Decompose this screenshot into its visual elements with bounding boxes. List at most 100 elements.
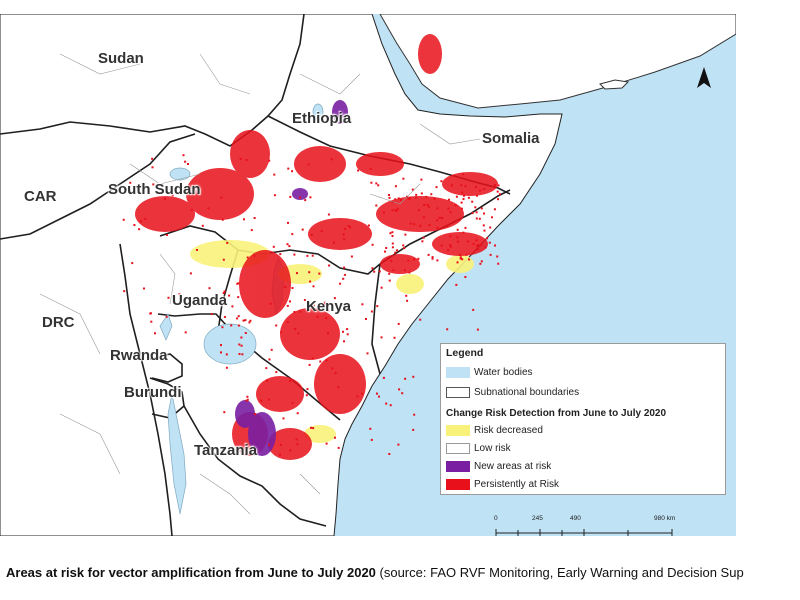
risk-speckle-dot <box>296 443 299 446</box>
risk-speckle-dot <box>237 324 240 327</box>
risk-speckle-dot <box>291 402 294 404</box>
risk-speckle-dot <box>422 236 425 239</box>
risk-speckle-dot <box>240 336 243 339</box>
risk-speckle-dot <box>378 270 381 273</box>
risk-speckle-dot <box>365 318 367 320</box>
risk-speckle-dot <box>327 213 330 216</box>
label-sudan: Sudan <box>98 50 144 67</box>
label-tanzania: Tanzania <box>194 442 258 459</box>
risk-speckle-dot <box>391 235 394 237</box>
risk-speckle-dot <box>349 226 352 229</box>
risk-speckle-dot <box>305 394 308 397</box>
legend-item-subnational: Subnational boundaries <box>446 386 579 399</box>
risk-speckle-dot <box>242 319 245 322</box>
legend-label-risk-decreased: Risk decreased <box>474 425 543 436</box>
risk-speckle-dot <box>220 196 223 199</box>
risk-speckle-dot <box>420 192 423 195</box>
risk-speckle-dot <box>273 194 276 197</box>
risk-speckle-dot <box>301 228 304 231</box>
risk-speckle-dot <box>397 197 400 200</box>
risk-speckle-dot <box>380 336 383 339</box>
risk-speckle-dot <box>464 226 467 229</box>
risk-speckle-dot <box>388 279 391 282</box>
risk-speckle-dot <box>241 353 244 356</box>
risk-speckle-dot <box>207 207 210 210</box>
risk-speckle-dot <box>413 413 416 416</box>
risk-speckle-dot <box>291 233 294 236</box>
risk-speckle-dot <box>402 244 405 247</box>
risk-speckle-dot <box>149 312 152 315</box>
risk-speckle-dot <box>228 294 231 297</box>
legend-swatch-persistent <box>446 479 470 490</box>
legend-item-risk-decreased: Risk decreased <box>446 424 543 437</box>
scale-label-490: 490 <box>570 515 581 522</box>
risk-speckle <box>122 154 501 456</box>
risk-speckle-dot <box>413 223 416 226</box>
risk-speckle-dot <box>391 242 394 245</box>
risk-speckle-dot <box>391 246 394 249</box>
scale-label-980: 980 km <box>654 515 676 522</box>
risk-speckle-dot <box>282 417 285 420</box>
risk-speckle-dot <box>310 233 313 236</box>
risk-speckle-dot <box>427 205 430 208</box>
risk-speckle-dot <box>337 446 340 449</box>
risk-speckle-dot <box>436 226 439 229</box>
risk-speckle-dot <box>409 222 412 225</box>
risk-speckle-dot <box>471 212 474 215</box>
risk-speckle-dot <box>488 241 491 244</box>
risk-speckle-dot <box>486 237 488 240</box>
north-arrow-icon <box>697 67 711 88</box>
risk-speckle-dot <box>413 258 416 261</box>
label-kenya: Kenya <box>306 298 352 315</box>
label-uganda: Uganda <box>172 292 228 309</box>
legend-label-low-risk: Low risk <box>474 443 511 454</box>
risk-speckle-dot <box>455 195 458 198</box>
risk-speckle-dot <box>449 245 452 248</box>
risk-speckle-dot <box>223 411 226 414</box>
risk-speckle-dot <box>489 253 492 256</box>
risk-speckle-dot <box>408 271 411 274</box>
risk-speckle-dot <box>223 290 226 293</box>
risk-speckle-dot <box>279 253 282 256</box>
risk-speckle-dot <box>178 293 181 296</box>
risk-speckle-dot <box>423 204 426 206</box>
risk-speckle-dot <box>320 229 323 232</box>
risk-speckle-dot <box>438 216 441 219</box>
risk-speckle-dot <box>328 264 331 267</box>
legend-item-low-risk: Low risk <box>446 442 511 455</box>
label-drc: DRC <box>42 314 75 331</box>
risk-speckle-dot <box>484 246 487 249</box>
risk-speckle-dot <box>460 207 463 210</box>
risk-speckle-dot <box>361 392 364 395</box>
risk-speckle-dot <box>480 260 483 263</box>
risk-speckle-dot <box>152 183 155 186</box>
risk-speckle-dot <box>479 189 482 192</box>
risk-speckle-dot <box>468 258 471 261</box>
risk-speckle-dot <box>397 322 400 325</box>
risk-speckle-dot <box>361 303 364 306</box>
risk-speckle-dot <box>291 287 294 289</box>
risk-speckle-dot <box>440 244 443 247</box>
risk-speckle-dot <box>306 388 309 391</box>
risk-speckle-dot <box>312 357 314 360</box>
risk-speckle-dot <box>478 217 481 220</box>
risk-speckle-dot <box>289 195 292 198</box>
risk-speckle-dot <box>483 229 486 232</box>
risk-speckle-dot <box>398 388 401 391</box>
risk-speckle-dot <box>388 272 391 275</box>
risk-speckle-dot <box>448 198 450 201</box>
risk-speckle-dot <box>456 261 459 264</box>
risk-speckle-dot <box>171 194 174 197</box>
legend-swatch-risk-decreased <box>446 425 470 436</box>
risk-speckle-dot <box>278 453 281 456</box>
risk-speckle-dot <box>122 218 125 221</box>
risk-speckle-dot <box>201 224 204 227</box>
legend-item-persistent: Persistently at Risk <box>446 478 559 491</box>
legend-swatch-low-risk <box>446 443 470 454</box>
risk-speckle-dot <box>223 316 226 318</box>
risk-speckle-dot <box>333 241 335 244</box>
subnational-boundaries <box>39 53 481 515</box>
risk-speckle-dot <box>231 305 234 308</box>
arabian-peninsula <box>379 14 736 109</box>
risk-speckle-dot <box>248 321 251 324</box>
